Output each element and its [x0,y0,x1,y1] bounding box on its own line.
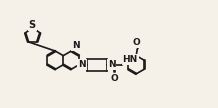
Text: N: N [72,41,80,50]
Text: N: N [78,60,86,69]
Text: HN: HN [123,55,138,64]
Text: N: N [108,60,115,69]
Text: S: S [29,20,36,30]
Text: O: O [132,38,140,47]
Text: O: O [111,74,118,83]
